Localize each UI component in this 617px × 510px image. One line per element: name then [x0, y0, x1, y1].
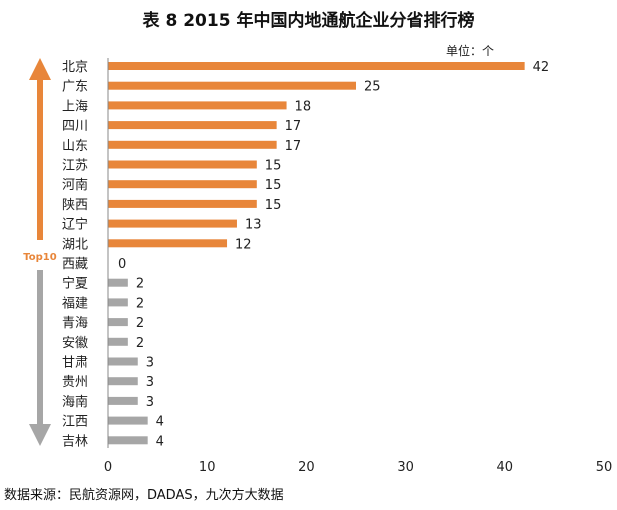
category-label: 安徽: [62, 336, 88, 351]
x-tick-label: 50: [596, 460, 613, 475]
category-label: 河南: [62, 177, 88, 193]
category-label: 海南: [62, 394, 88, 410]
bar-河南: [108, 180, 257, 189]
bar-湖北: [108, 239, 228, 248]
category-label: 陕西: [62, 198, 88, 213]
x-tick-label: 30: [397, 460, 414, 475]
category-label: 青海: [62, 316, 88, 331]
category-label: 西藏: [62, 257, 88, 272]
x-tick-label: 0: [104, 460, 112, 475]
bar-上海: [108, 101, 287, 110]
top-arrow-shaft: [37, 74, 43, 240]
category-label: 山东: [62, 139, 88, 154]
x-tick-label: 20: [298, 460, 315, 475]
value-label: 3: [146, 395, 154, 410]
value-label: 15: [265, 159, 282, 174]
bar-山东: [108, 140, 277, 149]
category-label: 宁夏: [62, 276, 88, 292]
category-label: 广东: [62, 80, 88, 95]
bar-海南: [108, 396, 138, 405]
unit-label: 单位：个: [446, 43, 494, 58]
value-label: 42: [533, 60, 550, 75]
category-label: 湖北: [62, 237, 88, 252]
category-label: 上海: [62, 99, 88, 114]
value-label: 2: [136, 277, 144, 292]
value-label: 13: [245, 218, 262, 233]
bar-江西: [108, 416, 148, 425]
value-label: 4: [156, 434, 164, 449]
value-label: 15: [265, 198, 282, 213]
bar-北京: [108, 62, 525, 70]
chart-title: 表 8 2015 年中国内地通航企业分省排行榜: [142, 11, 475, 31]
category-label: 辽宁: [62, 217, 88, 233]
value-label: 17: [285, 119, 302, 134]
bar-福建: [108, 298, 128, 307]
value-label: 4: [156, 415, 164, 430]
value-label: 15: [265, 178, 282, 193]
top10-label: Top10: [23, 252, 56, 263]
rest-arrow-shaft: [37, 270, 43, 430]
source-note: 数据来源：民航资源网，DADAS，九次方大数据: [4, 488, 284, 503]
x-tick-label: 10: [199, 460, 216, 475]
value-label: 0: [118, 257, 126, 272]
bar-吉林: [108, 436, 148, 445]
value-label: 25: [364, 80, 381, 95]
value-label: 18: [295, 99, 312, 114]
bar-宁夏: [108, 278, 128, 287]
bar-陕西: [108, 199, 257, 208]
bar-辽宁: [108, 219, 237, 228]
top-arrow-head: [29, 58, 51, 80]
bar-青海: [108, 318, 128, 327]
bar-江苏: [108, 160, 257, 169]
category-label: 江苏: [62, 158, 88, 174]
bar-贵州: [108, 377, 138, 386]
bar-甘肃: [108, 357, 138, 366]
value-label: 2: [136, 296, 144, 311]
value-label: 2: [136, 336, 144, 351]
x-tick-label: 40: [497, 460, 514, 475]
bar-安徽: [108, 337, 128, 346]
category-label: 甘肃: [62, 356, 88, 371]
value-label: 3: [146, 375, 154, 390]
category-label: 福建: [62, 296, 88, 311]
category-label: 吉林: [62, 434, 88, 449]
value-label: 17: [285, 139, 302, 154]
bar-广东: [108, 81, 356, 90]
category-label: 北京: [62, 60, 88, 75]
value-label: 3: [146, 356, 154, 371]
value-label: 12: [235, 237, 252, 252]
category-label: 贵州: [62, 375, 88, 390]
rest-arrow-head: [29, 424, 51, 446]
bar-四川: [108, 121, 277, 130]
category-label: 四川: [62, 119, 88, 134]
value-label: 2: [136, 316, 144, 331]
category-label: 江西: [62, 415, 88, 430]
